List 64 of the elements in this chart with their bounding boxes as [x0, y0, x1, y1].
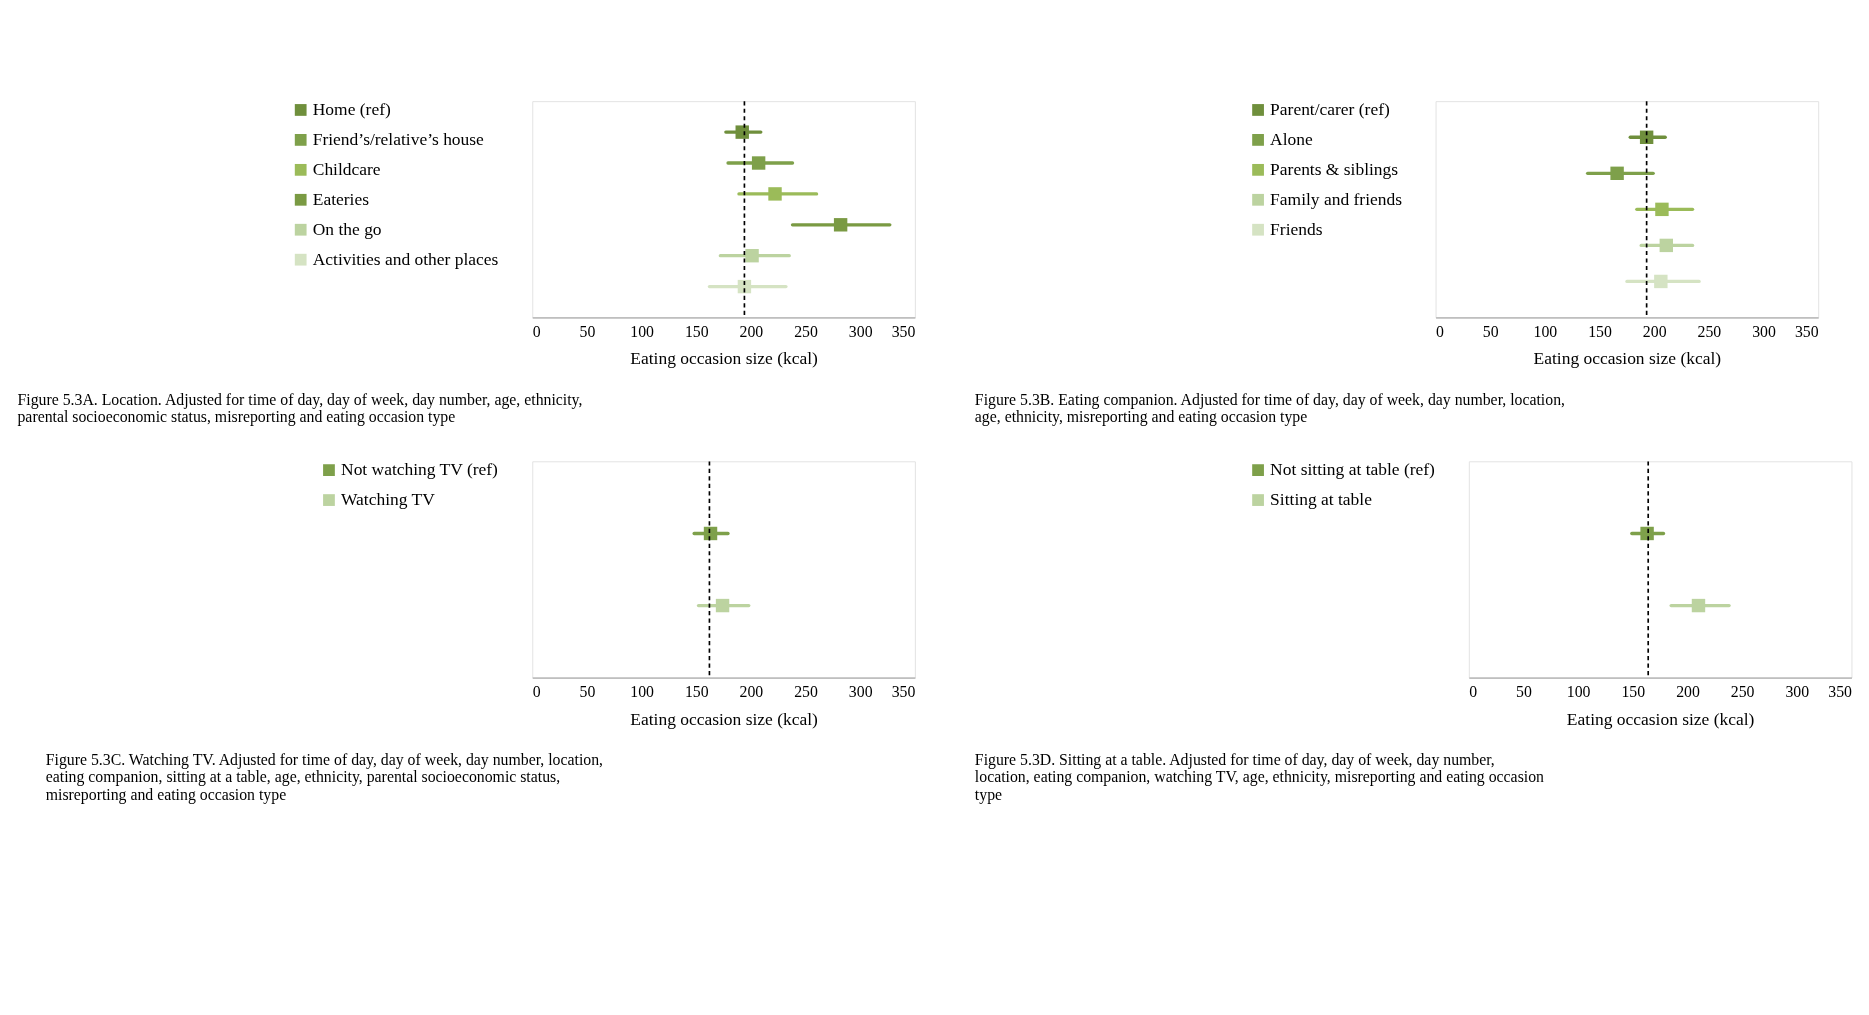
x-tick-label: 350 — [891, 683, 916, 701]
legend-label: Activities and other places — [312, 248, 499, 269]
x-tick-label: 0 — [1436, 323, 1445, 341]
x-tick-label: 100 — [1566, 683, 1591, 701]
legend-label: Not watching TV (ref) — [341, 459, 499, 480]
legend-label: Parents & siblings — [1270, 158, 1399, 179]
x-tick-label: 200 — [1676, 683, 1700, 701]
x-tick-label: 250 — [794, 323, 818, 341]
legend-label: Home (ref) — [312, 98, 391, 119]
x-tick-label: 100 — [1533, 323, 1558, 341]
x-tick-label: 350 — [1828, 683, 1853, 701]
x-tick-label: 100 — [630, 683, 655, 701]
x-tick-label: 200 — [739, 683, 764, 701]
x-tick-label: 250 — [794, 683, 818, 701]
legend-label: On the go — [312, 218, 382, 239]
legend-label: Parent/carer (ref) — [1270, 98, 1390, 119]
legend-label: Sitting at table — [1270, 489, 1373, 510]
text: Figure 5.3A. Location. Adjusted for time of day, day of week, day number, age, ethnicity, parental socioeconomic status, misreporting and eating occasion type — [17, 390, 583, 427]
point — [1659, 238, 1674, 253]
legend-label: Alone — [1270, 128, 1314, 149]
x-tick-label: 150 — [684, 683, 709, 701]
point — [735, 125, 749, 139]
x-tick-label: 150 — [1588, 323, 1612, 341]
x-tick-label: 0 — [1469, 683, 1478, 701]
x-tick-label: 200 — [739, 323, 764, 341]
x-tick-label: 250 — [1697, 323, 1722, 341]
text: Figure 5.3D. Sitting at a table. Adjusted for time of day, day of week, day number, location, eating companion, watching TV, age, ethnicity, misreporting and eating occasion type — [974, 750, 1545, 804]
point — [1610, 166, 1624, 181]
point — [833, 218, 848, 232]
x-tick-label: 50 — [579, 683, 596, 701]
legend-label: Watching TV — [341, 489, 436, 510]
legend-label: Not sitting at table (ref) — [1270, 459, 1436, 480]
x-tick-label: 300 — [848, 323, 873, 341]
text: Figure 5.3B. Eating companion. Adjusted for time of day, day of week, day number, location, age, ethnicity, misreporting and eating occasion type — [974, 390, 1565, 427]
x-tick-label: 350 — [891, 323, 916, 341]
point — [768, 187, 782, 201]
x-tick-label: 0 — [532, 683, 541, 701]
point — [751, 156, 766, 170]
x-axis-title: Eating occasion size (kcal) — [1533, 348, 1722, 369]
point — [745, 248, 759, 263]
text: Figure 5.3C. Watching TV. Adjusted for time of day, day of week, day number, location, eating companion, sitting at a table, age, ethnicity, parental socioeconomic status, misreporting and eating occasion type — [45, 750, 604, 804]
legend-label: Friends — [1270, 218, 1323, 239]
x-tick-label: 50 — [1516, 683, 1532, 701]
legend-label: Family and friends — [1270, 188, 1403, 209]
legend-label: Friend’s/relative’s house — [312, 128, 485, 149]
x-tick-label: 300 — [1785, 683, 1810, 701]
legend-label: Childcare — [312, 158, 381, 179]
x-tick-label: 300 — [1752, 323, 1776, 341]
x-tick-label: 50 — [579, 323, 596, 341]
x-axis-title: Eating occasion size (kcal) — [630, 348, 819, 369]
point — [1655, 202, 1669, 217]
x-axis-title: Eating occasion size (kcal) — [1566, 708, 1755, 729]
x-tick-label: 150 — [1621, 683, 1646, 701]
x-tick-label: 200 — [1642, 323, 1667, 341]
x-tick-label: 50 — [1482, 323, 1499, 341]
x-tick-label: 250 — [1730, 683, 1755, 701]
legend-label: Eateries — [312, 188, 370, 209]
x-axis-title: Eating occasion size (kcal) — [630, 708, 819, 729]
x-tick-label: 300 — [848, 683, 873, 701]
x-tick-label: 0 — [532, 323, 541, 341]
point — [1654, 274, 1668, 289]
x-tick-label: 150 — [684, 323, 709, 341]
x-tick-label: 100 — [630, 323, 655, 341]
x-tick-label: 350 — [1794, 323, 1819, 341]
